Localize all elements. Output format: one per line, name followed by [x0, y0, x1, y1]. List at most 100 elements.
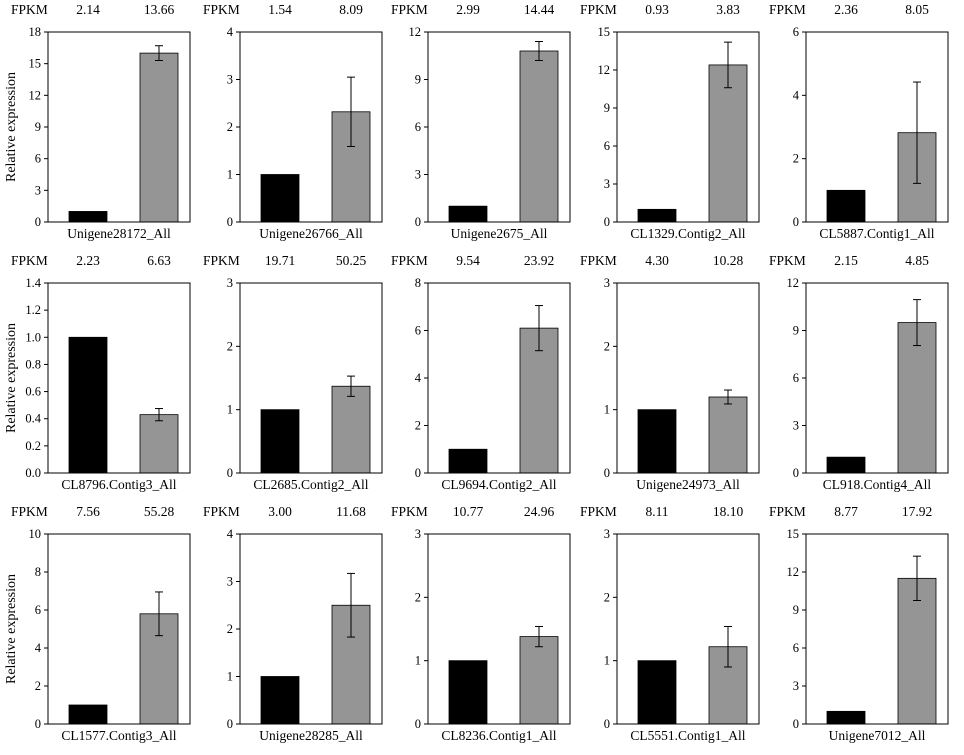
y-tick-label: 3 — [227, 73, 233, 87]
fpkm-label: FPKM — [580, 253, 617, 268]
y-tick-label: 0 — [35, 215, 41, 229]
bar — [331, 385, 371, 474]
y-tick-label: 1 — [227, 403, 233, 417]
fpkm-value: 8.05 — [905, 2, 929, 17]
fpkm-label: FPKM — [580, 504, 617, 519]
y-tick-label: 4 — [793, 88, 800, 102]
y-tick-label: 3 — [35, 183, 41, 197]
fpkm-label: FPKM — [11, 253, 48, 268]
fpkm-value: 10.28 — [713, 253, 744, 268]
fpkm-value: 11.68 — [336, 504, 366, 519]
plot-frame — [616, 533, 760, 725]
chart-panel: FPKM 0.93 3.83 0 3 6 9 12 15 CL1329.Contig2_All — [580, 2, 760, 241]
fpkm-value: 4.30 — [645, 253, 669, 268]
y-tick-label: 0 — [35, 717, 41, 731]
bar — [708, 64, 748, 223]
fpkm-value: 2.99 — [456, 2, 480, 17]
y-axis-title: Relative expression — [4, 323, 19, 433]
bar — [637, 660, 677, 725]
chart-panel: FPKM 4.30 10.28 0 1 2 3 Unigene24973_All — [580, 253, 760, 492]
bar — [68, 211, 108, 223]
fpkm-value: 3.83 — [716, 2, 740, 17]
y-tick-label: 0.2 — [25, 439, 41, 453]
y-tick-label: 1 — [604, 654, 610, 668]
fpkm-value: 23.92 — [524, 253, 554, 268]
chart-panel: FPKM 2.14 13.66 0 3 6 9 12 15 18 Unigene28172_All R… — [4, 2, 191, 241]
y-tick-label: 12 — [787, 276, 800, 290]
y-tick-label: 0 — [227, 717, 233, 731]
category-label: CL8236.Contig1_All — [441, 728, 556, 743]
y-tick-label: 0 — [793, 466, 799, 480]
plot-frame — [616, 31, 760, 223]
plot-frame — [805, 31, 949, 223]
category-label: Unigene28285_All — [259, 728, 363, 743]
y-tick-label: 1 — [227, 168, 233, 182]
y-tick-label: 2 — [793, 152, 799, 166]
y-tick-label: 2 — [35, 679, 41, 693]
y-tick-label: 0 — [793, 717, 799, 731]
y-tick-label: 1 — [227, 670, 233, 684]
fpkm-value: 4.85 — [905, 253, 929, 268]
y-tick-label: 0.4 — [25, 412, 41, 426]
y-tick-label: 2 — [227, 339, 233, 353]
bar — [826, 189, 866, 223]
y-tick-label: 6 — [415, 120, 421, 134]
y-tick-label: 2 — [604, 339, 610, 353]
y-tick-label: 3 — [415, 168, 421, 182]
fpkm-value: 10.77 — [453, 504, 484, 519]
category-label: CL8796.Contig3_All — [61, 477, 176, 492]
fpkm-label: FPKM — [391, 2, 428, 17]
bar — [139, 52, 179, 223]
chart-panel: FPKM 2.23 6.63 0.0 0.2 0.4 0.6 0.8 1.0 1.2 1.4 CL87… — [4, 253, 191, 492]
fpkm-value: 3.00 — [268, 504, 292, 519]
fpkm-label: FPKM — [769, 253, 806, 268]
bar — [68, 704, 108, 725]
bar — [897, 577, 937, 725]
fpkm-value: 8.77 — [834, 504, 858, 519]
bar — [139, 414, 179, 474]
plot-frame — [47, 282, 191, 474]
fpkm-value: 1.54 — [268, 2, 292, 17]
fpkm-value: 2.15 — [834, 253, 858, 268]
chart-panel: FPKM 10.77 24.96 0 1 2 3 CL8236.Contig1_All — [391, 504, 571, 743]
y-tick-label: 0 — [604, 717, 610, 731]
fpkm-value: 7.56 — [76, 504, 100, 519]
y-tick-label: 9 — [415, 73, 421, 87]
y-tick-label: 0 — [604, 466, 610, 480]
category-label: CL5551.Contig1_All — [630, 728, 745, 743]
category-label: Unigene26766_All — [259, 226, 363, 241]
bar — [708, 396, 748, 474]
y-tick-label: 2 — [227, 120, 233, 134]
y-tick-label: 0 — [415, 717, 421, 731]
fpkm-value: 17.92 — [902, 504, 932, 519]
chart-panel: FPKM 2.15 4.85 0 3 6 9 12 CL918.Contig4_All — [769, 253, 949, 492]
y-tick-label: 3 — [793, 419, 799, 433]
bar — [519, 50, 559, 223]
chart-panel: FPKM 9.54 23.92 0 2 4 6 8 CL9694.Contig2_All — [391, 253, 571, 492]
fpkm-value: 9.54 — [456, 253, 480, 268]
bar — [826, 456, 866, 474]
bar — [637, 409, 677, 474]
chart-panel: FPKM 2.36 8.05 0 2 4 6 CL5887.Contig1_All — [769, 2, 949, 241]
bar — [260, 409, 300, 474]
chart-panel: FPKM 1.54 8.09 0 1 2 3 4 Unigene26766_All — [203, 2, 383, 241]
y-tick-label: 0 — [793, 215, 799, 229]
y-tick-label: 10 — [29, 527, 42, 541]
y-tick-label: 1.4 — [25, 276, 41, 290]
fpkm-value: 2.23 — [76, 253, 100, 268]
fpkm-label: FPKM — [769, 504, 806, 519]
y-tick-label: 2 — [604, 590, 610, 604]
fpkm-value: 24.96 — [524, 504, 555, 519]
y-tick-label: 18 — [29, 25, 42, 39]
y-tick-label: 15 — [29, 57, 42, 71]
y-tick-label: 0.6 — [25, 385, 41, 399]
bar — [519, 327, 559, 474]
y-tick-label: 4 — [227, 527, 234, 541]
y-tick-label: 0 — [415, 215, 421, 229]
y-tick-label: 9 — [604, 101, 610, 115]
chart-panel: FPKM 8.11 18.10 0 1 2 3 CL5551.Contig1_All — [580, 504, 760, 743]
y-tick-label: 4 — [227, 25, 234, 39]
chart-panel: FPKM 8.77 17.92 0 3 6 9 12 15 Unigene7012_All — [769, 504, 949, 743]
y-tick-label: 15 — [787, 527, 800, 541]
